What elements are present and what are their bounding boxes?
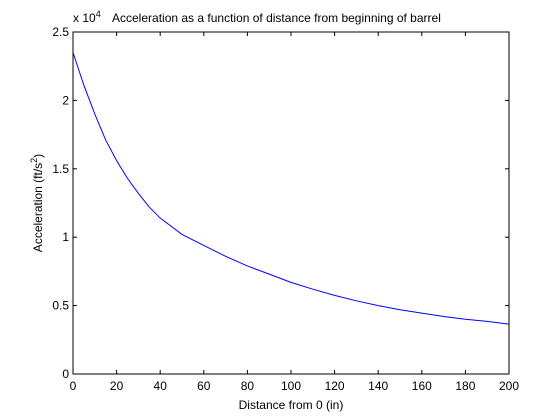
exponent-label: x 104 bbox=[73, 9, 101, 25]
y-axis-label-suffix: ) bbox=[31, 154, 45, 158]
y-tick-label: 2.5 bbox=[52, 25, 69, 39]
x-ticks: 0 20 40 60 80 100 120 140 160 180 200 bbox=[70, 32, 519, 393]
y-axis-label-prefix: Acceleration (ft/s bbox=[31, 163, 45, 252]
chart-title: Acceleration as a function of distance f… bbox=[112, 11, 441, 25]
x-tick-label: 180 bbox=[455, 379, 475, 393]
x-tick-label: 200 bbox=[499, 379, 519, 393]
y-tick-label: 1.5 bbox=[52, 162, 69, 176]
plot-area bbox=[72, 31, 510, 375]
x-tick-label: 40 bbox=[154, 379, 168, 393]
y-axis-label-superscript: 2 bbox=[29, 158, 39, 163]
exponent-power: 4 bbox=[96, 9, 101, 19]
x-tick-label: 80 bbox=[241, 379, 255, 393]
y-tick-label: 0.5 bbox=[52, 299, 69, 313]
x-tick-label: 100 bbox=[281, 379, 301, 393]
y-tick-label: 2 bbox=[62, 93, 69, 107]
x-tick-label: 0 bbox=[70, 379, 77, 393]
y-ticks: 0 0.5 1 1.5 2 2.5 bbox=[52, 25, 509, 381]
series-line bbox=[72, 52, 510, 325]
x-tick-label: 140 bbox=[368, 379, 388, 393]
x-tick-label: 60 bbox=[197, 379, 211, 393]
x-axis-label: Distance from 0 (in) bbox=[239, 398, 344, 412]
x-tick-label: 120 bbox=[325, 379, 345, 393]
y-tick-label: 0 bbox=[62, 367, 69, 381]
y-axis-label: Acceleration (ft/s2) bbox=[29, 154, 45, 252]
x-tick-label: 160 bbox=[412, 379, 432, 393]
x-tick-label: 20 bbox=[110, 379, 124, 393]
exponent-base: x 10 bbox=[73, 11, 96, 25]
y-tick-label: 1 bbox=[62, 230, 69, 244]
